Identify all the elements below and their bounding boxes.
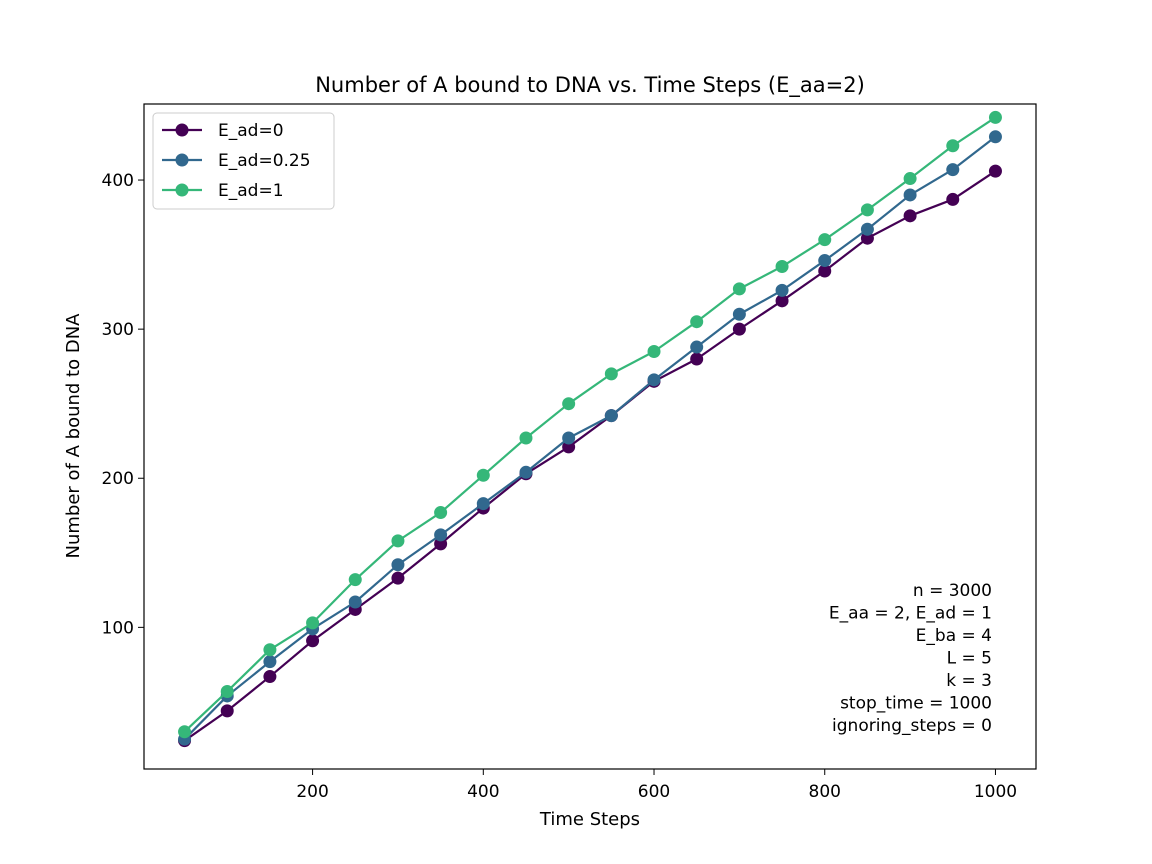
data-point (988, 110, 1002, 124)
data-point (391, 558, 405, 572)
data-point (519, 431, 533, 445)
legend-marker (175, 153, 189, 167)
data-point (562, 440, 576, 454)
data-point (818, 254, 832, 268)
annotation-line: ignoring_steps = 0 (832, 716, 992, 736)
data-point (690, 352, 704, 366)
data-point (946, 192, 960, 206)
x-tick-label: 200 (296, 782, 328, 802)
data-point (562, 431, 576, 445)
data-point (647, 373, 661, 387)
legend-item: E_ad=0.25 (162, 151, 311, 171)
y-tick-label: 300 (102, 320, 134, 340)
data-point (519, 465, 533, 479)
x-axis-ticks: 200 400 600 800 1000 (296, 769, 1017, 802)
y-tick-label: 400 (102, 171, 134, 191)
data-point (732, 282, 746, 296)
x-axis-label: Time Steps (539, 809, 640, 830)
data-point (946, 163, 960, 177)
y-tick-label: 100 (102, 618, 134, 638)
data-point (860, 203, 874, 217)
data-point (220, 704, 234, 718)
legend-label: E_ad=0 (218, 121, 284, 141)
legend-marker (175, 183, 189, 197)
data-point (434, 506, 448, 520)
series-line (183, 135, 997, 740)
plot-area (143, 103, 1037, 770)
series-line (183, 170, 997, 742)
data-point (818, 233, 832, 247)
data-point (818, 264, 832, 278)
x-tick-label: 600 (638, 782, 670, 802)
data-point (434, 537, 448, 551)
data-point (775, 294, 789, 308)
annotation-line: k = 3 (946, 671, 992, 691)
data-point (263, 670, 277, 684)
data-point (690, 315, 704, 329)
data-point (604, 409, 618, 423)
data-point (476, 468, 490, 482)
data-point (775, 283, 789, 297)
y-axis-ticks: 100 200 300 400 (102, 171, 144, 638)
chart-title: Number of A bound to DNA vs. Time Steps … (315, 73, 865, 98)
data-point (434, 528, 448, 542)
data-point (178, 725, 192, 739)
data-point (988, 130, 1002, 144)
series-1 (178, 130, 1002, 746)
data-point (263, 643, 277, 657)
data-point (775, 260, 789, 274)
series-2 (178, 110, 1002, 739)
legend: E_ad=0 E_ad=0.25 E_ad=1 (152, 112, 335, 210)
data-point (903, 209, 917, 223)
legend-marker (175, 123, 189, 137)
data-point (988, 164, 1002, 178)
x-tick-label: 400 (467, 782, 499, 802)
data-point (903, 172, 917, 186)
legend-box (152, 112, 335, 210)
data-point (562, 397, 576, 411)
data-point (946, 139, 960, 153)
annotation-line: E_ba = 4 (916, 626, 992, 646)
annotation-line: E_aa = 2, E_ad = 1 (829, 604, 992, 624)
data-point (690, 340, 704, 354)
series-0 (178, 164, 1002, 748)
data-point (860, 231, 874, 245)
legend-label: E_ad=1 (218, 181, 284, 201)
data-point (860, 222, 874, 236)
annotation-line: stop_time = 1000 (840, 694, 992, 714)
data-point (604, 367, 618, 381)
data-point (647, 345, 661, 359)
series-layer (178, 110, 1002, 748)
data-point (263, 655, 277, 669)
series-line (183, 116, 997, 733)
parameter-annotation: n = 3000 E_aa = 2, E_ad = 1E_ba = 4 L = 5k… (829, 581, 992, 736)
data-point (732, 322, 746, 336)
y-axis-label: Number of A bound to DNA (63, 313, 84, 559)
data-point (476, 497, 490, 511)
x-tick-label: 1000 (974, 782, 1017, 802)
data-point (732, 307, 746, 321)
annotation-line: n = 3000 (913, 581, 992, 601)
legend-item: E_ad=0 (162, 121, 284, 141)
data-point (903, 188, 917, 202)
y-tick-label: 200 (102, 469, 134, 489)
data-point (348, 595, 362, 609)
legend-item: E_ad=1 (162, 181, 284, 201)
data-point (348, 573, 362, 587)
data-point (391, 534, 405, 548)
data-point (220, 684, 234, 698)
data-point (391, 571, 405, 585)
legend-label: E_ad=0.25 (218, 151, 311, 171)
x-tick-label: 800 (809, 782, 841, 802)
annotation-line: L = 5 (947, 649, 992, 669)
data-point (306, 616, 320, 630)
data-point (306, 634, 320, 648)
